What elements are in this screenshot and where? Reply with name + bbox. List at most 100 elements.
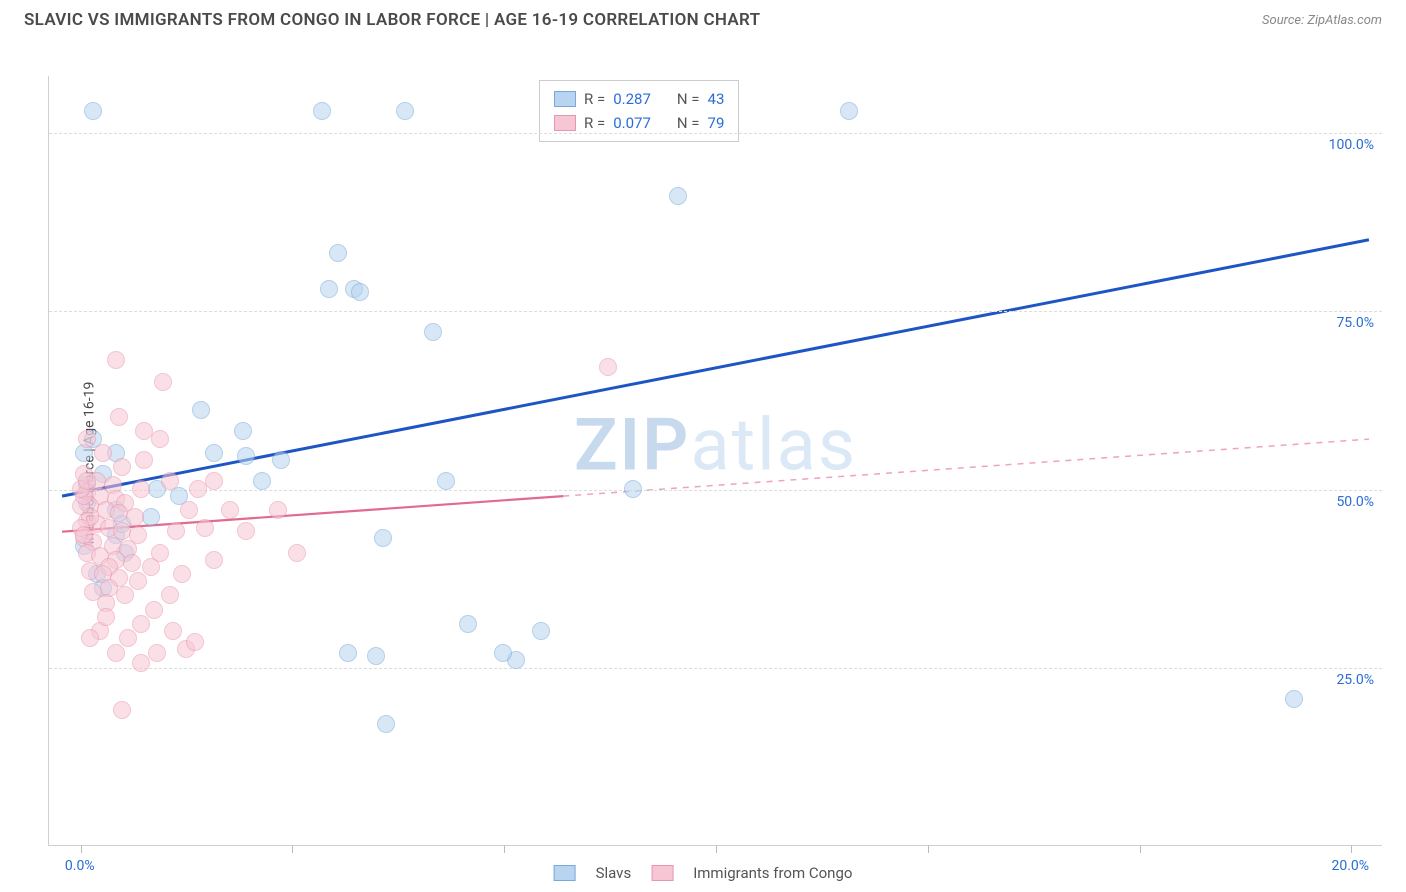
data-point <box>81 629 99 647</box>
legend-swatch <box>554 865 576 881</box>
y-tick-label: 100.0% <box>1329 137 1374 153</box>
data-point <box>167 522 185 540</box>
data-point <box>116 586 134 604</box>
data-point <box>1285 690 1303 708</box>
data-point <box>110 408 128 426</box>
data-point <box>205 444 223 462</box>
data-point <box>126 508 144 526</box>
n-value: 79 <box>708 111 725 135</box>
r-label: R = <box>584 87 605 111</box>
chart-title: SLAVIC VS IMMIGRANTS FROM CONGO IN LABOR… <box>24 10 760 30</box>
watermark-bold: ZIP <box>574 403 690 488</box>
data-point <box>75 526 93 544</box>
r-value: 0.077 <box>613 111 651 135</box>
data-point <box>151 544 169 562</box>
data-point <box>94 444 112 462</box>
data-point <box>145 601 163 619</box>
data-point <box>196 519 214 537</box>
data-point <box>320 280 338 298</box>
legend-swatch <box>554 115 576 131</box>
data-point <box>329 244 347 262</box>
data-point <box>494 644 512 662</box>
data-point <box>161 472 179 490</box>
data-point <box>424 323 442 341</box>
data-point <box>669 187 687 205</box>
watermark-light: atlas <box>690 403 857 488</box>
x-tick <box>716 845 717 853</box>
data-point <box>107 644 125 662</box>
data-point <box>113 701 131 719</box>
stats-legend-row: R = 0.077 N = 79 <box>554 111 724 135</box>
data-point <box>532 622 550 640</box>
y-tick-label: 50.0% <box>1336 494 1374 510</box>
data-point <box>269 501 287 519</box>
r-value: 0.287 <box>613 87 651 111</box>
data-point <box>78 472 96 490</box>
data-point <box>396 102 414 120</box>
data-point <box>205 551 223 569</box>
data-point <box>234 422 252 440</box>
data-point <box>374 529 392 547</box>
data-point <box>123 554 141 572</box>
header-bar: SLAVIC VS IMMIGRANTS FROM CONGO IN LABOR… <box>0 0 1406 38</box>
series-legend: Slavs Immigrants from Congo <box>554 864 853 882</box>
gridline <box>49 490 1382 491</box>
data-point <box>624 480 642 498</box>
data-point <box>840 102 858 120</box>
data-point <box>186 633 204 651</box>
n-label: N = <box>677 87 700 111</box>
data-point <box>161 586 179 604</box>
x-tick-label: 0.0% <box>65 858 95 874</box>
x-tick-label: 20.0% <box>1331 858 1369 874</box>
data-point <box>164 622 182 640</box>
data-point <box>78 430 96 448</box>
x-tick <box>1351 845 1352 853</box>
data-point <box>192 401 210 419</box>
x-tick <box>504 845 505 853</box>
data-point <box>119 629 137 647</box>
data-point <box>151 430 169 448</box>
data-point <box>367 647 385 665</box>
x-tick <box>928 845 929 853</box>
legend-swatch <box>651 865 673 881</box>
data-point <box>84 102 102 120</box>
data-point <box>599 358 617 376</box>
data-point <box>107 351 125 369</box>
data-point <box>237 522 255 540</box>
data-point <box>132 480 150 498</box>
data-point <box>113 458 131 476</box>
data-point <box>97 608 115 626</box>
n-label: N = <box>677 111 700 135</box>
data-point <box>154 373 172 391</box>
data-point <box>135 451 153 469</box>
data-point <box>180 501 198 519</box>
y-tick-label: 75.0% <box>1336 315 1374 331</box>
chart-container: In Labor Force | Age 16-19 ZIPatlas R =0… <box>0 38 1406 888</box>
gridline <box>49 311 1382 312</box>
data-point <box>339 644 357 662</box>
legend-label: Slavs <box>596 864 632 882</box>
data-point <box>132 615 150 633</box>
watermark: ZIPatlas <box>574 403 857 488</box>
data-point <box>221 501 239 519</box>
source-label: Source: ZipAtlas.com <box>1262 13 1382 28</box>
gridline <box>49 668 1382 669</box>
data-point <box>129 572 147 590</box>
x-tick <box>1140 845 1141 853</box>
data-point <box>142 508 160 526</box>
data-point <box>288 544 306 562</box>
data-point <box>437 472 455 490</box>
x-tick <box>81 845 82 853</box>
stats-legend-row: R =0.287N =43 <box>554 87 724 111</box>
legend-label: Immigrants from Congo <box>693 864 852 882</box>
data-point <box>237 447 255 465</box>
r-label: R = <box>584 111 605 135</box>
data-point <box>459 615 477 633</box>
data-point <box>351 283 369 301</box>
data-point <box>377 715 395 733</box>
plot-area: ZIPatlas R =0.287N =43R =0.077N =79 25.0… <box>48 76 1382 846</box>
y-tick-label: 25.0% <box>1336 672 1374 688</box>
data-point <box>173 565 191 583</box>
data-point <box>272 451 290 469</box>
x-tick <box>292 845 293 853</box>
